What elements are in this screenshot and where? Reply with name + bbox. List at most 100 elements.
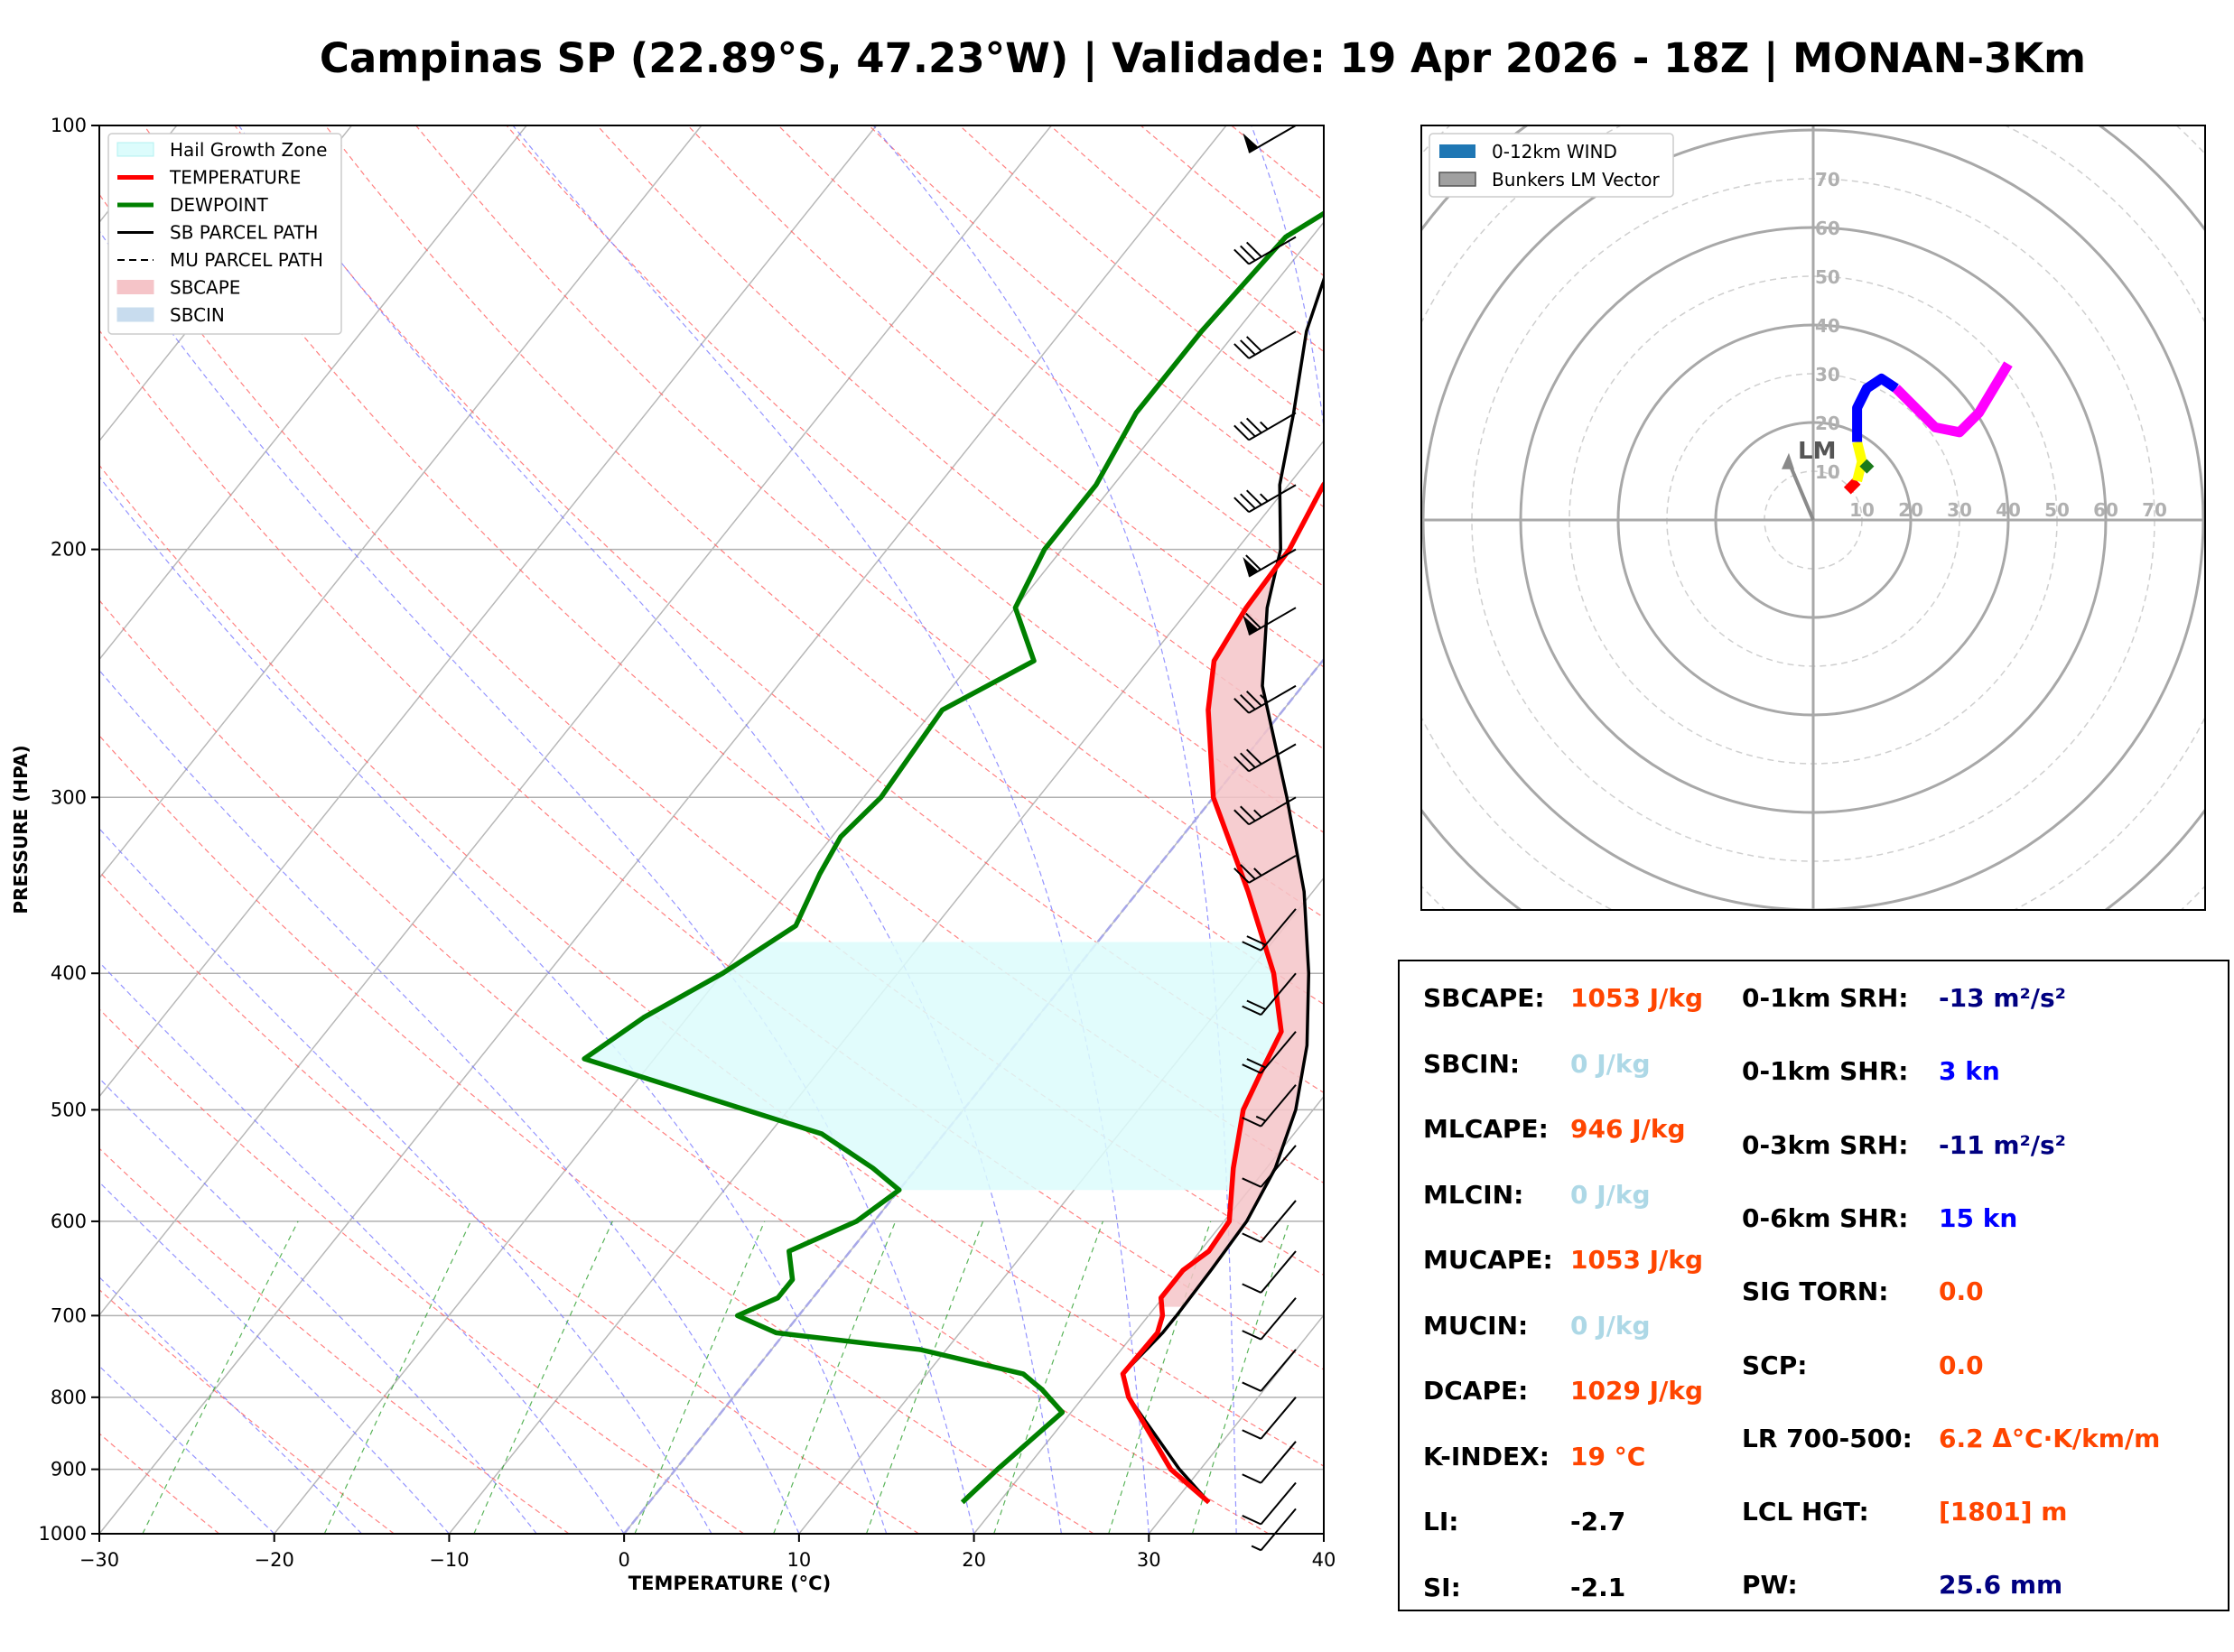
- wind-barb: [1233, 684, 1297, 714]
- moist-adiabat: [99, 1276, 363, 1534]
- legend-box: [107, 133, 342, 335]
- x-tick-label: 10: [787, 1549, 811, 1571]
- wind-barb: [1242, 1145, 1297, 1188]
- param-label: 0-3km SRH:: [1742, 1129, 1909, 1160]
- isotherm-line: [448, 440, 1324, 1534]
- isotherm-line: [1323, 1532, 1324, 1534]
- param-label: DCAPE:: [1423, 1376, 1529, 1406]
- legend-swatch: [1439, 144, 1475, 158]
- hodograph-ring: [1519, 226, 2108, 814]
- dry-adiabat: [99, 1008, 745, 1534]
- param-value: 6.2 Δ°C·K/km/m: [1939, 1423, 2161, 1453]
- hodograph-ring: [1421, 128, 2205, 910]
- isotherm-line: [99, 125, 527, 661]
- y-tick-label: 300: [51, 786, 87, 808]
- isotherm-line: [798, 877, 1324, 1534]
- y-axis-label: PRESSURE (HPA): [10, 745, 32, 914]
- isotherm-line: [99, 125, 1227, 1534]
- mixing-ratio-line: [142, 1220, 299, 1534]
- hodograph-ring-label: 30: [1947, 499, 1972, 521]
- bunkers-lm-label: LM: [1798, 438, 1836, 465]
- hodograph-trace: [1852, 441, 1867, 483]
- param-label: 0-6km SHR:: [1742, 1202, 1909, 1233]
- hodograph-ring-label: 50: [1815, 266, 1840, 288]
- dry-adiabat: [144, 125, 1324, 1184]
- dry-adiabat: [99, 329, 1324, 1370]
- x-tick-label: 40: [1312, 1549, 1336, 1571]
- y-tick-label: 1000: [39, 1523, 87, 1545]
- y-tick-label: 100: [51, 115, 87, 136]
- wind-barb: [1242, 1397, 1297, 1440]
- param-label: LR 700-500:: [1742, 1423, 1913, 1453]
- moist-adiabat: [99, 476, 888, 1534]
- hodograph-ring: [1421, 125, 2205, 910]
- wind-barb: [1233, 796, 1297, 826]
- wind-barb: [1233, 743, 1297, 773]
- param-value: 19 °C: [1570, 1441, 1646, 1471]
- hodograph-ring-label: 50: [2044, 499, 2070, 521]
- wind-barb: [1243, 548, 1297, 578]
- legend-swatch: [1438, 172, 1476, 187]
- legend-swatch: [116, 142, 154, 157]
- skew-t-chart: −30 −20 −10 0 10 20 30 40 100 200 300 400 500 600 700 8…: [0, 115, 1336, 1594]
- dry-adiabat: [99, 735, 1094, 1534]
- moist-adiabat: [99, 1181, 450, 1534]
- legend-label: MU PARCEL PATH: [170, 249, 323, 271]
- bunkers-lm-arrowhead: [1782, 452, 1794, 469]
- dry-adiabat: [99, 870, 919, 1534]
- param-value: 946 J/kg: [1570, 1114, 1686, 1144]
- y-tick-label: 500: [51, 1099, 87, 1120]
- moist-adiabat: [238, 125, 1062, 1534]
- y-tick-label: 800: [51, 1387, 87, 1408]
- mixing-ratio-line: [1191, 1220, 1290, 1534]
- legend-label: SBCIN: [170, 304, 225, 326]
- x-axis-label: TEMPERATURE (°C): [628, 1573, 831, 1594]
- parameters-panel: SBCAPE: 1053 J/kg SBCIN: 0 J/kg MLCAPE: 946 J…: [1398, 960, 2229, 1611]
- dry-adiabat: [324, 125, 1324, 1006]
- skew-t-frame: [98, 125, 1325, 1535]
- dry-adiabat: [99, 1147, 570, 1534]
- param-label: SIG TORN:: [1742, 1276, 1889, 1307]
- param-label: LI:: [1423, 1507, 1459, 1536]
- hodograph-ring-label: 60: [2093, 499, 2118, 521]
- hodograph-ring: [1764, 470, 1863, 570]
- wind-barb: [1242, 1031, 1297, 1074]
- param-value: 25.6 mm: [1939, 1570, 2063, 1601]
- param-label: 0-1km SHR:: [1742, 1056, 1909, 1087]
- legend-label: Bunkers LM Vector: [1492, 169, 1661, 190]
- moist-adiabat: [512, 125, 1150, 1534]
- legend-label: SBCAPE: [170, 277, 240, 299]
- wind-barb: [1242, 1297, 1297, 1341]
- param-label: SBCIN:: [1423, 1048, 1521, 1079]
- isotherm-line: [99, 125, 703, 879]
- wind-barb: [1233, 855, 1297, 884]
- x-tick-label: 20: [962, 1549, 986, 1571]
- dry-adiabat: [99, 193, 1324, 1276]
- x-tick-label: 0: [618, 1549, 629, 1571]
- hodograph-ring-label: 20: [1815, 413, 1840, 434]
- isotherm-line: [99, 125, 1052, 1317]
- wind-barb: [1233, 330, 1297, 359]
- legend-label: SB PARCEL PATH: [170, 222, 318, 244]
- temperature-line: [1120, 480, 1324, 1505]
- param-label: PW:: [1742, 1570, 1798, 1601]
- wind-barb: [1251, 1508, 1297, 1552]
- wind-barb: [1243, 607, 1297, 636]
- param-value: 0 J/kg: [1570, 1048, 1651, 1079]
- param-value: 1053 J/kg: [1570, 1245, 1703, 1275]
- page-title: Campinas SP (22.89°S, 47.23°W) | Validad…: [319, 34, 2087, 82]
- param-label: K-INDEX:: [1423, 1441, 1550, 1471]
- y-tick-label: 200: [51, 539, 87, 561]
- hodograph-trace: [1843, 477, 1861, 495]
- dry-adiabat: [99, 464, 1324, 1467]
- wind-barb: [1233, 412, 1297, 441]
- x-tick-label: −20: [255, 1549, 294, 1571]
- param-label: MUCAPE:: [1423, 1245, 1553, 1275]
- x-tick-label: 30: [1137, 1549, 1161, 1571]
- wind-barb: [1242, 972, 1297, 1016]
- param-value: 1029 J/kg: [1570, 1376, 1703, 1406]
- isotherm-line: [0, 125, 2, 1534]
- param-label: SCP:: [1742, 1350, 1808, 1380]
- hodograph-ring: [1471, 178, 2155, 862]
- param-value: 1053 J/kg: [1570, 983, 1703, 1013]
